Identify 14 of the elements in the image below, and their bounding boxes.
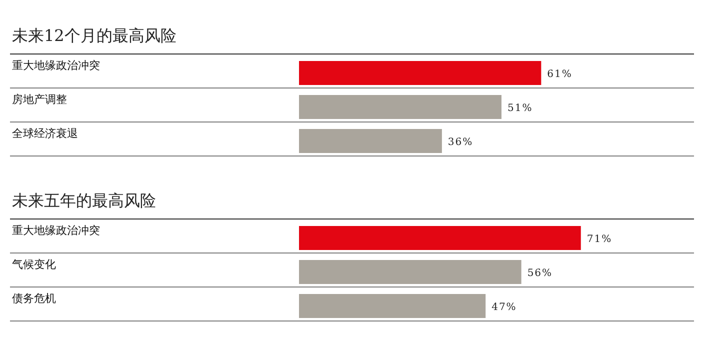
y-tick-label: 气候变化	[12, 258, 56, 271]
y-tick-label: 全球经济衰退	[12, 127, 78, 140]
text: 未来12个月的最高风险	[12, 26, 176, 45]
y-tick-label: 重大地缘政治冲突	[12, 59, 100, 72]
data-label: 61%	[547, 69, 572, 80]
data-label: 51%	[507, 103, 533, 114]
y-tick-label: 重大地缘政治冲突	[12, 224, 100, 237]
data-label: 36%	[448, 137, 474, 148]
data-label: 47%	[492, 302, 517, 313]
text: 未来五年的最高风险	[12, 191, 156, 210]
data-label: 56%	[527, 268, 553, 279]
y-tick-label: 债务危机	[12, 292, 56, 305]
data-label: 71%	[586, 234, 612, 245]
y-tick-label: 房地产调整	[12, 93, 67, 106]
